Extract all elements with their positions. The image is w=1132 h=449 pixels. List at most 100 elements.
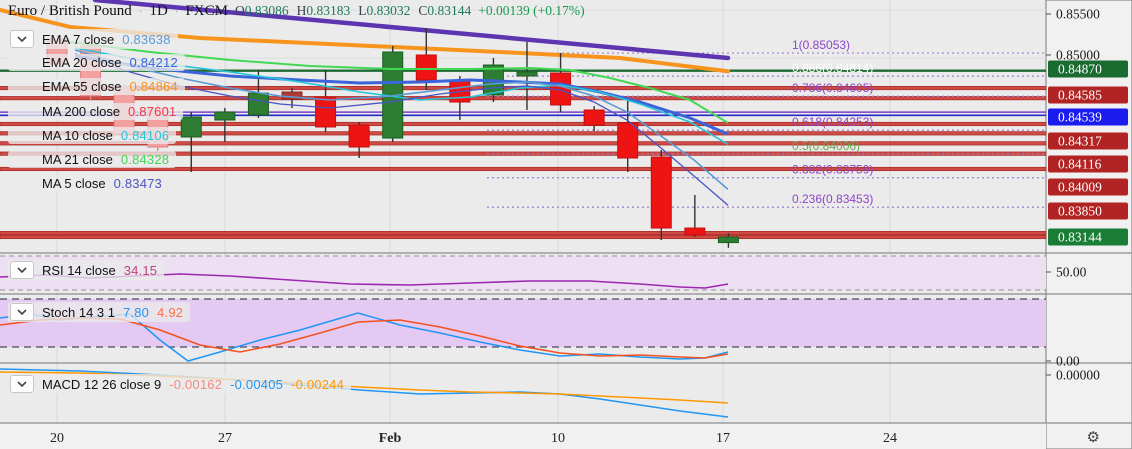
fib-level-label: 0.886(0.84814) [792, 61, 873, 75]
macd-line-value: -0.00405 [230, 376, 284, 392]
fib-level-label: 0.382(0.83759) [792, 163, 873, 177]
macd-label: MACD 12 26 close 9 [42, 376, 162, 392]
time-axis-label[interactable]: 24 [883, 431, 897, 446]
candle-body [684, 227, 706, 236]
change-value: +0.00139 (+0.17%) [478, 3, 585, 18]
support-resistance-line [0, 121, 1047, 127]
ohlc-values: O0.83086 H0.83183 L0.83032 C0.83144 [235, 3, 471, 19]
stoch-d-value: 4.92 [157, 304, 184, 320]
gear-icon[interactable]: ⚙ [1086, 428, 1100, 446]
indicator-row-ema-55-close[interactable]: EMA 55 close 0.84864 [8, 78, 185, 95]
legend-indent [10, 135, 34, 136]
support-resistance-line [0, 166, 1047, 172]
fib-level-label: 0.236(0.83453) [792, 192, 873, 206]
price-badge-label: 0.84585 [1058, 88, 1102, 103]
legend-indent [10, 62, 34, 63]
separator-dot: · [174, 6, 179, 18]
candle-body [214, 111, 236, 121]
stoch-label: Stoch 14 3 1 [42, 304, 115, 320]
ma-10-line [74, 47, 729, 146]
price-scale-label: 0.85000 [1056, 48, 1100, 63]
ohlc-c: C0.83144 [418, 3, 472, 18]
stoch-legend[interactable]: Stoch 14 3 1 7.80 4.92 [8, 302, 191, 322]
indicator-value: 0.83638 [122, 31, 171, 47]
price-badge-label: 0.83144 [1058, 230, 1102, 245]
collapse-rsi-button[interactable] [10, 261, 34, 279]
indicator-value: 0.84212 [129, 55, 178, 70]
ohlc-l: L0.83032 [358, 3, 411, 18]
support-resistance-line [0, 131, 1047, 136]
separator-dot: · [138, 6, 143, 18]
indicator-row-ma-5-close[interactable]: MA 5 close 0.83473 [8, 175, 169, 192]
price-badge[interactable] [1048, 108, 1128, 126]
time-axis-label[interactable]: 20 [50, 431, 64, 446]
collapse-macd-button[interactable] [10, 375, 34, 393]
legend-indent [10, 86, 34, 87]
ohlc-o: O0.83086 [234, 3, 289, 18]
legend-indent [10, 183, 34, 184]
price-badge-label: 0.84539 [1058, 110, 1102, 125]
indicator-row-ema-7-close[interactable]: EMA 7 close 0.83638 [8, 29, 178, 49]
price-badge[interactable] [1048, 132, 1128, 150]
legend-indent [10, 111, 34, 112]
interval-label[interactable]: 1D [149, 3, 168, 19]
rsi-value: 34.15 [123, 262, 158, 278]
trendline-line [92, 0, 731, 61]
price-badge[interactable] [1048, 228, 1128, 246]
symbol-name[interactable]: Euro / British Pound [8, 3, 132, 19]
indicator-row-ma-10-close[interactable]: MA 10 close 0.84106 [8, 127, 177, 144]
time-axis-label[interactable]: Feb [379, 431, 402, 446]
indicator-row-ma-200-close[interactable]: MA 200 close 0.87601 [8, 103, 184, 120]
candle-body [247, 92, 269, 116]
price-scale-label: 50.00 [1056, 265, 1087, 280]
indicator-value: 0.84328 [120, 152, 170, 167]
macd-signal-value: -0.00244 [291, 376, 344, 392]
ma-21-line [69, 40, 729, 124]
time-axis-label[interactable]: 17 [716, 431, 730, 446]
candle-body [516, 71, 538, 77]
indicator-row-ma-21-close[interactable]: MA 21 close 0.84328 [8, 151, 177, 168]
price-scale-label: 0.00 [1056, 354, 1080, 369]
ohlc-h: H0.83183 [296, 3, 351, 18]
symbol-header: Euro / British Pound · 1D · FXCM O0.8308… [8, 3, 585, 20]
candle-body [180, 116, 202, 138]
fib-level-label: 0.786(0.84605) [792, 81, 873, 95]
support-resistance-line [0, 234, 1047, 240]
time-axis-label[interactable]: 27 [218, 431, 232, 446]
indicator-label: MA 200 close [42, 104, 121, 119]
indicator-row-ema-20-close[interactable]: EMA 20 close 0.84212 [8, 54, 185, 71]
price-badge-label: 0.84317 [1058, 134, 1102, 149]
price-badge[interactable] [1048, 202, 1128, 220]
price-badge-label: 0.84009 [1058, 180, 1102, 195]
price-badge[interactable] [1048, 155, 1128, 173]
support-resistance-line [0, 141, 1047, 146]
candle-body [617, 122, 639, 159]
price-badge[interactable] [1048, 60, 1128, 78]
support-resistance-line [0, 96, 1047, 101]
indicator-label: MA 5 close [42, 176, 106, 191]
indicator-value: 0.87601 [128, 104, 177, 119]
support-resistance-line [0, 231, 1047, 236]
candle-body [583, 109, 605, 126]
indicator-label: MA 21 close [42, 152, 113, 167]
indicator-label: EMA 20 close [42, 55, 122, 70]
time-axis-label[interactable]: 10 [551, 431, 565, 446]
price-scale-label: 0.00000 [1056, 368, 1100, 383]
macd-hist-value: -0.00162 [169, 376, 223, 392]
collapse-indicators-button[interactable] [10, 30, 34, 48]
price-badge[interactable] [1048, 86, 1128, 104]
rsi-legend[interactable]: RSI 14 close 34.15 [8, 260, 165, 280]
ema-55-line [0, 8, 730, 74]
price-badge[interactable] [1048, 178, 1128, 196]
exchange-label[interactable]: FXCM [185, 3, 228, 19]
ema-7-line [74, 49, 729, 191]
fib-level-label: 0.5(0.84006) [792, 139, 860, 153]
candle-body [650, 156, 672, 229]
time-axis-row[interactable] [0, 423, 1046, 449]
candle-body [717, 236, 739, 244]
collapse-stoch-button[interactable] [10, 303, 34, 321]
candle-body [348, 124, 370, 148]
indicator-value: 0.84864 [129, 79, 178, 94]
macd-legend[interactable]: MACD 12 26 close 9 -0.00162 -0.00405 -0.… [8, 374, 351, 394]
